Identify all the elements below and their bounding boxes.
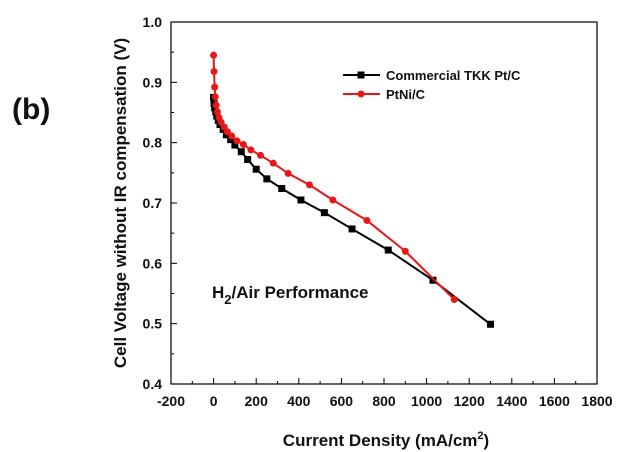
data-point: [231, 141, 239, 149]
data-point: [223, 128, 231, 136]
x-tick-label: 1800: [581, 393, 612, 409]
x-axis-title-end: ): [484, 431, 490, 450]
legend: Commercial TKK Pt/C PtNi/C: [343, 68, 521, 102]
x-tick-label: 1600: [539, 393, 570, 409]
data-point: [210, 67, 218, 75]
data-point: [401, 247, 409, 255]
data-point: [450, 296, 458, 304]
data-point: [284, 169, 292, 177]
x-tick-label: 1400: [496, 393, 527, 409]
data-point: [278, 185, 286, 193]
data-point: [247, 146, 255, 154]
data-point: [211, 83, 219, 91]
axes: [170, 21, 598, 385]
legend-marker-ptni: [357, 90, 365, 98]
x-tick-label: 1200: [454, 393, 485, 409]
y-tick-label: 0.4: [143, 376, 163, 392]
data-point: [212, 101, 220, 109]
data-point: [239, 140, 247, 148]
data-point: [269, 159, 277, 167]
series-1: [210, 51, 458, 304]
ticks: [170, 21, 598, 385]
data-point: [384, 246, 392, 254]
x-tick-label: 600: [330, 393, 354, 409]
data-point: [233, 137, 241, 145]
annotation-sub: 2: [224, 292, 231, 307]
data-point: [211, 93, 219, 101]
x-axis-title-text: Current Density (mA/cm: [283, 431, 478, 450]
data-point: [263, 175, 271, 183]
plot-frame: [170, 21, 598, 385]
data-point: [305, 181, 313, 189]
series-layer: [210, 51, 494, 328]
data-point: [329, 196, 337, 204]
legend-label-commercial: Commercial TKK Pt/C: [386, 68, 521, 83]
y-tick-labels: 0.4 0.5 0.6 0.7 0.8 0.9 1.0: [143, 14, 163, 392]
data-point: [320, 209, 328, 217]
x-axis-title: Current Density (mA/cm2): [283, 430, 489, 450]
data-point: [213, 108, 221, 116]
series-line: [212, 55, 455, 301]
x-axis-title-sup: 2: [477, 430, 483, 442]
legend-label-ptni: PtNi/C: [386, 87, 426, 102]
x-tick-label: 800: [372, 393, 396, 409]
data-point: [256, 151, 264, 159]
annotation-main: H: [212, 283, 224, 302]
panel-label: (b): [12, 93, 50, 126]
data-point: [348, 225, 356, 233]
y-axis-title: Cell Voltage without IR compensation (V): [111, 38, 130, 368]
legend-marker-commercial: [357, 71, 365, 79]
data-point: [363, 216, 371, 224]
x-tick-label: 1000: [411, 393, 442, 409]
x-tick-labels: -200 0 200 400 600 800 1000 1200 1400 1600 1800: [157, 393, 613, 409]
y-tick-label: 0.6: [143, 255, 163, 271]
x-tick-label: 200: [245, 393, 269, 409]
data-point: [228, 132, 236, 140]
x-tick-label: 0: [210, 393, 218, 409]
x-tick-label: 400: [287, 393, 311, 409]
data-point: [252, 165, 260, 173]
y-tick-label: 0.8: [143, 135, 163, 151]
y-tick-label: 0.7: [143, 195, 163, 211]
y-tick-label: 1.0: [143, 14, 163, 30]
data-point: [237, 148, 245, 156]
data-point: [244, 156, 252, 164]
x-tick-label: -200: [157, 393, 185, 409]
y-tick-label: 0.9: [143, 74, 163, 90]
data-point: [210, 51, 218, 59]
y-tick-label: 0.5: [143, 316, 163, 332]
data-point: [487, 320, 494, 328]
h2-air-annotation: H2/Air Performance: [212, 283, 369, 307]
annotation-rest: /Air Performance: [232, 283, 369, 302]
data-point: [429, 276, 437, 284]
data-point: [227, 136, 235, 144]
data-point: [297, 196, 305, 204]
